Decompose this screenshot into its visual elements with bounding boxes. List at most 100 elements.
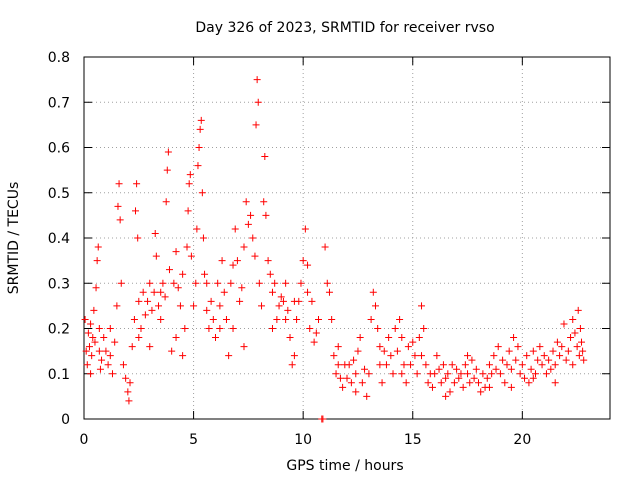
data-point bbox=[184, 207, 192, 215]
chart-title: Day 326 of 2023, SRMTID for receiver rvs… bbox=[195, 20, 494, 36]
data-point bbox=[374, 325, 382, 332]
data-point bbox=[95, 325, 103, 332]
data-point bbox=[356, 334, 364, 342]
data-point bbox=[288, 361, 296, 369]
data-point bbox=[551, 361, 559, 369]
data-point bbox=[466, 379, 474, 387]
data-point bbox=[411, 352, 419, 360]
data-point bbox=[85, 343, 93, 351]
data-point bbox=[479, 370, 487, 378]
data-point bbox=[194, 162, 202, 170]
data-point bbox=[126, 379, 134, 387]
data-point bbox=[286, 334, 294, 342]
data-point bbox=[407, 361, 415, 369]
data-point bbox=[521, 374, 529, 382]
data-point bbox=[174, 284, 182, 292]
data-point bbox=[106, 352, 114, 360]
data-point bbox=[361, 365, 369, 373]
data-point bbox=[332, 370, 340, 378]
data-point bbox=[514, 343, 522, 351]
data-point bbox=[531, 370, 539, 378]
data-point bbox=[132, 207, 140, 215]
data-point bbox=[128, 343, 136, 351]
data-point bbox=[89, 334, 97, 342]
data-point bbox=[192, 279, 200, 287]
data-point bbox=[321, 243, 329, 251]
data-point bbox=[197, 116, 205, 124]
data-point bbox=[172, 334, 180, 342]
data-point bbox=[529, 347, 537, 355]
data-point bbox=[242, 198, 250, 206]
x-tick-label: 5 bbox=[189, 432, 198, 448]
data-point bbox=[176, 302, 184, 310]
data-point bbox=[516, 370, 524, 378]
data-point bbox=[499, 356, 507, 364]
data-point bbox=[304, 288, 312, 296]
data-point bbox=[560, 320, 568, 328]
data-point bbox=[538, 361, 546, 369]
data-point bbox=[455, 374, 463, 382]
data-point bbox=[459, 383, 467, 391]
data-point bbox=[413, 370, 421, 378]
data-point bbox=[343, 374, 351, 382]
data-point bbox=[81, 315, 89, 323]
data-point bbox=[220, 288, 228, 296]
data-point bbox=[567, 334, 575, 342]
data-point bbox=[475, 379, 482, 387]
data-point bbox=[336, 374, 344, 382]
data-point bbox=[240, 343, 248, 351]
data-point bbox=[439, 361, 447, 369]
data-point bbox=[186, 171, 194, 179]
data-point bbox=[141, 311, 149, 319]
data-point bbox=[501, 379, 509, 387]
y-tick-label: 0.7 bbox=[48, 95, 70, 111]
data-point bbox=[569, 361, 577, 369]
data-point bbox=[367, 315, 375, 323]
data-point bbox=[442, 392, 450, 400]
data-point bbox=[358, 379, 366, 387]
data-point bbox=[402, 379, 410, 387]
data-point bbox=[207, 297, 215, 305]
data-point bbox=[201, 270, 209, 278]
x-tick-label: 20 bbox=[513, 432, 531, 448]
data-point bbox=[492, 365, 500, 373]
y-tick-label: 0.8 bbox=[48, 50, 70, 66]
data-point bbox=[299, 257, 307, 265]
data-point bbox=[261, 153, 269, 161]
data-point bbox=[424, 379, 432, 387]
data-point bbox=[431, 370, 439, 378]
data-point bbox=[157, 315, 165, 323]
data-point bbox=[268, 325, 276, 332]
data-point bbox=[247, 211, 255, 219]
data-point bbox=[115, 180, 123, 188]
data-point bbox=[227, 279, 235, 287]
data-point bbox=[518, 361, 526, 369]
data-point bbox=[155, 302, 163, 310]
data-point bbox=[444, 370, 452, 378]
data-point bbox=[139, 288, 147, 296]
data-point bbox=[233, 257, 241, 265]
data-point bbox=[391, 325, 399, 332]
data-point bbox=[135, 334, 143, 342]
data-point bbox=[365, 370, 373, 378]
data-point bbox=[98, 356, 106, 364]
data-point bbox=[203, 279, 211, 287]
points-layer bbox=[81, 76, 588, 423]
data-point bbox=[179, 270, 187, 278]
data-point bbox=[130, 315, 138, 323]
data-point bbox=[146, 343, 154, 351]
data-point bbox=[398, 370, 406, 378]
data-point bbox=[282, 315, 290, 323]
data-point bbox=[225, 352, 233, 360]
data-point bbox=[334, 343, 342, 351]
data-point bbox=[91, 338, 99, 346]
data-point bbox=[179, 352, 187, 360]
data-point bbox=[116, 216, 124, 224]
data-point bbox=[238, 284, 246, 292]
data-point bbox=[297, 279, 305, 287]
data-point bbox=[468, 356, 476, 364]
data-point bbox=[199, 234, 207, 242]
data-point bbox=[323, 279, 331, 287]
data-point bbox=[268, 288, 276, 296]
